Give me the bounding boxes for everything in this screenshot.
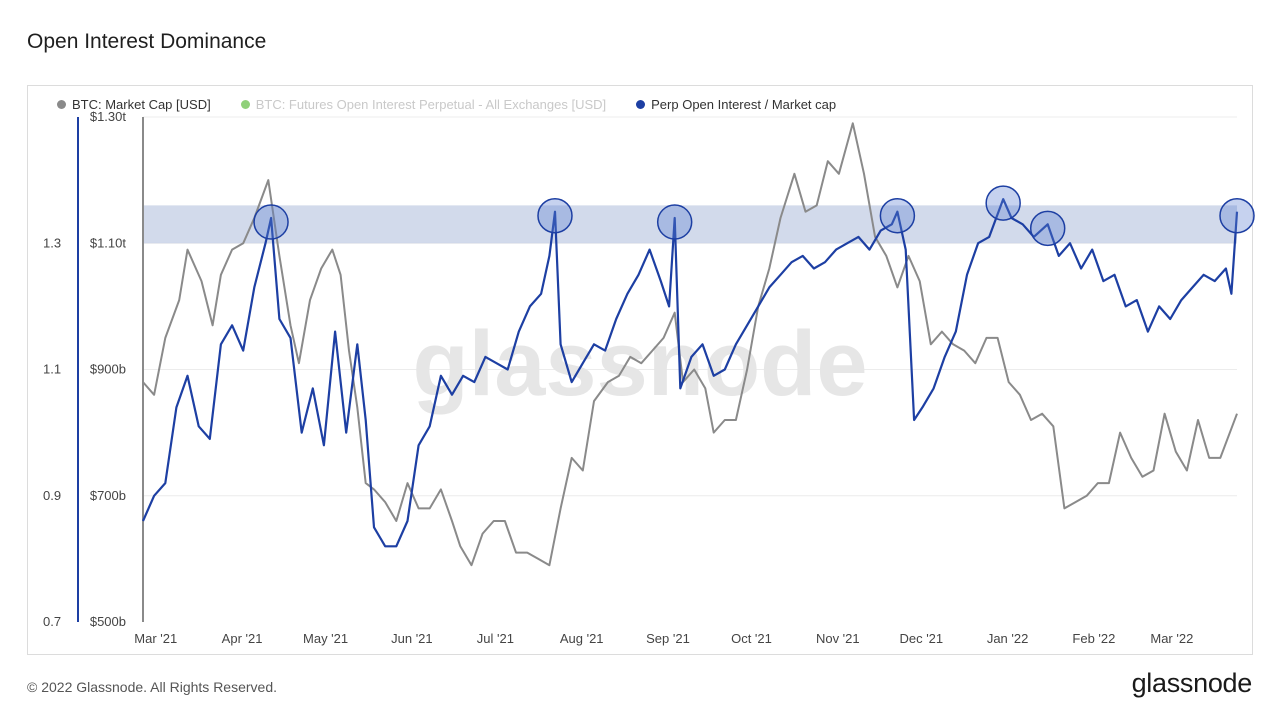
right-axis-tick-label: 0.7 — [43, 614, 61, 629]
x-axis-tick-label: Apr '21 — [222, 631, 263, 646]
legend-label: Perp Open Interest / Market cap — [651, 97, 837, 112]
legend-label: BTC: Market Cap [USD] — [72, 97, 211, 112]
x-axis-tick-label: Mar '22 — [1150, 631, 1193, 646]
legend-item-perp-ratio[interactable]: Perp Open Interest / Market cap — [636, 97, 836, 112]
x-axis-tick-label: Sep '21 — [646, 631, 690, 646]
peak-marker — [985, 185, 1021, 221]
x-axis-tick-label: Oct '21 — [731, 631, 772, 646]
legend-item-market-cap[interactable]: BTC: Market Cap [USD] — [57, 97, 211, 112]
chart-panel — [27, 85, 1253, 655]
left-axis-tick-label: $700b — [90, 488, 126, 503]
left-axis-tick-label: $1.30t — [90, 109, 127, 124]
x-axis-tick-label: Aug '21 — [560, 631, 604, 646]
x-axis-tick-label: May '21 — [303, 631, 348, 646]
peak-marker — [879, 197, 916, 234]
x-axis-tick-label: Dec '21 — [899, 631, 943, 646]
x-axis-tick-label: Mar '21 — [134, 631, 177, 646]
legend-dot-icon — [636, 100, 646, 109]
right-axis-tick-label: 1.3 — [43, 235, 61, 250]
copyright-footer: © 2022 Glassnode. All Rights Reserved. — [27, 679, 278, 695]
left-axis-tick-label: $500b — [90, 614, 126, 629]
x-axis-tick-label: Jun '21 — [391, 631, 433, 646]
legend-label: BTC: Futures Open Interest Perpetual - A… — [255, 97, 607, 112]
legend: BTC: Market Cap [USD] BTC: Futures Open … — [57, 97, 836, 112]
legend-dot-icon — [57, 100, 66, 109]
right-axis-tick-label: 1.1 — [43, 362, 61, 377]
peak-marker — [253, 204, 289, 240]
peak-marker — [1029, 210, 1066, 247]
highlight-band — [143, 205, 1237, 244]
x-axis-tick-label: Jan '22 — [987, 631, 1029, 646]
watermark-text: glassnode — [412, 313, 867, 415]
x-axis-tick-label: Nov '21 — [816, 631, 860, 646]
series-line-perp-ratio — [141, 198, 1239, 548]
left-axis-tick-label: $900b — [90, 362, 126, 377]
peak-marker — [537, 197, 573, 234]
legend-item-futures-oi[interactable]: BTC: Futures Open Interest Perpetual - A… — [240, 97, 607, 112]
x-axis-tick-label: Jul '21 — [477, 631, 514, 646]
legend-dot-icon — [240, 100, 250, 109]
peak-marker — [1219, 197, 1255, 234]
brand-logo: glassnode — [1131, 668, 1253, 698]
peak-marker — [656, 204, 693, 240]
left-axis-tick-label: $1.10t — [90, 235, 127, 250]
x-axis-tick-label: Feb '22 — [1072, 631, 1115, 646]
right-axis-tick-label: 0.9 — [43, 488, 61, 503]
chart-title: Open Interest Dominance — [27, 30, 267, 53]
